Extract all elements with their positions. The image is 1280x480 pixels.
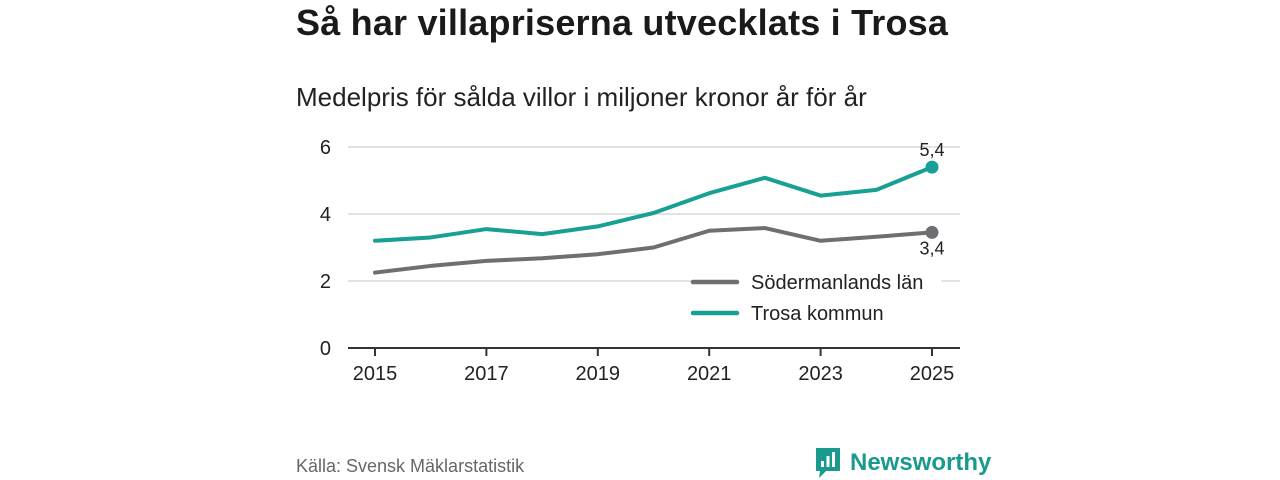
series-line-trosa-kommun bbox=[373, 165, 934, 243]
bar-chart-speech-bubble-icon bbox=[816, 448, 840, 478]
chart-subtitle: Medelpris för sålda villor i miljoner kr… bbox=[296, 82, 867, 112]
x-tick-label-2019: 2019 bbox=[576, 363, 621, 385]
x-tick-label-2017: 2017 bbox=[464, 363, 509, 385]
x-tick-label-2025: 2025 bbox=[910, 363, 955, 385]
legend-label-s-dermanlands-l-n: Södermanlands län bbox=[751, 272, 923, 294]
legend-label-trosa-kommun: Trosa kommun bbox=[751, 303, 884, 325]
x-tick-label-2023: 2023 bbox=[798, 363, 843, 385]
data-label-s-dermanlands-l-n: 3,4 bbox=[919, 238, 944, 258]
brand-logo: Newsworthy bbox=[814, 447, 991, 479]
series-end-marker-trosa-kommun bbox=[925, 160, 939, 174]
y-tick-label-6: 6 bbox=[320, 137, 331, 159]
x-tick-label-2015: 2015 bbox=[353, 363, 398, 385]
source-note: Källa: Svensk Mäklarstatistik bbox=[296, 456, 525, 476]
y-tick-label-2: 2 bbox=[320, 271, 331, 293]
line-chart: 0 2 4 6 2015 2017 2019 2021 2023 2025 3,4 5,4 Söde… bbox=[320, 137, 960, 385]
x-tick-label-2021: 2021 bbox=[687, 363, 732, 385]
y-tick-label-4: 4 bbox=[320, 204, 331, 226]
brand-name: Newsworthy bbox=[850, 449, 992, 476]
y-tick-label-0: 0 bbox=[320, 338, 331, 360]
data-label-trosa-kommun: 5,4 bbox=[919, 140, 944, 160]
series-line-s-dermanlands-l-n bbox=[373, 226, 934, 275]
series-end-marker-s-dermanlands-l-n bbox=[925, 225, 939, 239]
chart-title: Så har villapriserna utvecklats i Trosa bbox=[296, 2, 949, 43]
